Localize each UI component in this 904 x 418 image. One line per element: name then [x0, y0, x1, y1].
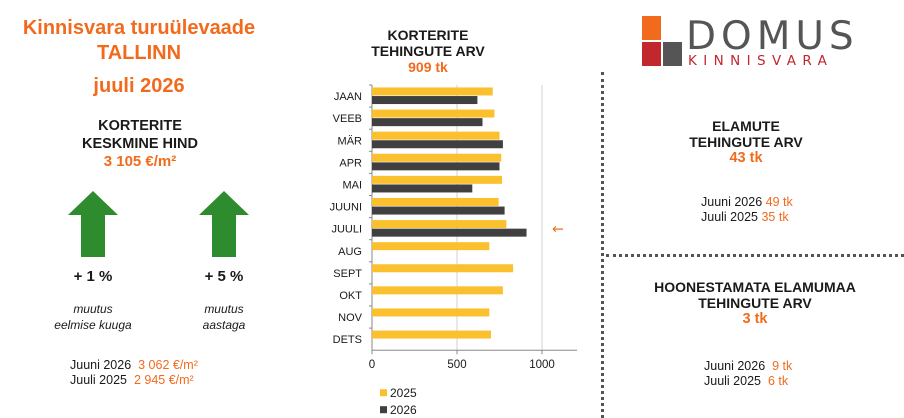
chart-category-label: OKT: [339, 290, 362, 302]
chart-category-label: JAAN: [334, 91, 362, 103]
land-history-value: 9 tk: [772, 359, 793, 373]
chart-bar-2025-veeb: [372, 109, 495, 118]
land-transactions-block: HOONESTAMATA ELAMUMAA TEHINGUTE ARV 3 tk: [620, 279, 890, 327]
chart-bar-2026-mai: [372, 184, 473, 193]
price-history-row: Juuni 2026 3 062 €/m²: [70, 358, 198, 373]
land-history-row: Juuli 2025 6 tk: [704, 374, 788, 389]
chart-bar-2026-juuni: [372, 206, 505, 215]
vertical-divider: [601, 72, 604, 418]
apartment-transactions-chart: JAAN VEEB MÄR APR MAI JUUNI JUULI ← AUG SEPT OKT NO…: [330, 84, 577, 417]
monthly-change-label-line1: muutus: [73, 302, 113, 316]
chart-bar-2025-aug: [372, 242, 490, 251]
chart-x-tick-label: 1000: [529, 359, 555, 371]
chart-bar-2026-juuli: [372, 228, 527, 237]
chart-category-label: APR: [339, 157, 362, 169]
chart-category-label: AUG: [338, 246, 362, 258]
report-title-city: TALLINN: [96, 42, 182, 64]
chart-bar-2026-jaan: [372, 96, 478, 105]
chart-title: KORTERITE TEHINGUTE ARV 909 tk: [358, 27, 498, 75]
price-history-label: Juuni 2026: [70, 358, 132, 372]
average-price-label-line1: KORTERITE: [98, 118, 182, 134]
chart-bar-2025-mai: [372, 175, 503, 184]
chart-category-label: VEEB: [333, 113, 362, 125]
chart-bar-2025-jaan: [372, 87, 493, 96]
chart-bar-2026-veeb: [372, 118, 483, 127]
monthly-change-value: + 1 %: [73, 268, 113, 285]
houses-history-row: Juuni 2026 49 tk: [701, 195, 793, 210]
price-history-label: Juuli 2025: [70, 373, 127, 387]
houses-title-line1: ELAMUTE: [712, 118, 780, 134]
report-title: Kinnisvara turuülevaade TALLINN juuli 20…: [0, 16, 278, 99]
chart-title-line2: TEHINGUTE ARV: [371, 43, 485, 59]
chart-title-line1: KORTERITE: [387, 27, 469, 43]
average-price-value: 3 105 €/m²: [103, 153, 177, 170]
chart-bar-2025-juuli: [372, 220, 507, 229]
land-total-value: 3 tk: [742, 311, 768, 327]
land-title-line1: HOONESTAMATA ELAMUMAA: [654, 279, 856, 295]
yearly-change-label-line2: aastaga: [202, 318, 246, 332]
houses-transactions-block: ELAMUTE TEHINGUTE ARV 43 tk: [646, 118, 846, 166]
domus-logo-icon: [642, 16, 682, 66]
chart-bar-2026-apr: [372, 162, 500, 171]
chart-x-tick-label: 500: [447, 359, 466, 371]
houses-history-label: Juuni 2026: [701, 195, 763, 209]
chart-category-label: MAI: [342, 179, 362, 191]
domus-logo-wordmark: DOMUS: [686, 14, 859, 59]
chart-bar-2025-dets: [372, 330, 491, 339]
chart-category-label: DETS: [333, 334, 362, 346]
price-history-row: Juuli 2025 2 945 €/m²: [70, 373, 194, 388]
chart-bar-2025-nov: [372, 308, 490, 317]
chart-bar-2025-apr: [372, 153, 502, 162]
houses-history-label: Juuli 2025: [701, 210, 758, 224]
houses-history-value: 35 tk: [761, 210, 789, 224]
land-history-value: 6 tk: [767, 374, 789, 388]
average-price-label-line2: KESKMINE HIND: [81, 136, 198, 152]
houses-history-row: Juuli 2025 35 tk: [701, 210, 789, 225]
chart-bar-2026-mär: [372, 140, 503, 149]
average-price-block: KORTERITE KESKMINE HIND 3 105 €/m²: [20, 117, 260, 171]
legend-label-2025: 2025: [390, 386, 417, 400]
land-history-row: Juuni 2026 9 tk: [704, 359, 792, 374]
chart-category-label: MÄR: [338, 135, 363, 147]
houses-total-value: 43 tk: [729, 150, 763, 166]
legend-swatch-2026: [380, 406, 387, 414]
houses-title-line2: TEHINGUTE ARV: [689, 134, 803, 150]
legend-label-2026: 2026: [390, 403, 417, 417]
land-history-label: Juuli 2025: [704, 374, 761, 388]
up-arrow-icon: [68, 191, 118, 257]
horizontal-divider: [606, 254, 904, 257]
price-history-value: 3 062 €/m²: [138, 358, 198, 372]
monthly-change-label: muutus eelmise kuuga: [23, 301, 163, 333]
chart-bar-2025-sept: [372, 264, 514, 273]
price-history-value: 2 945 €/m²: [133, 373, 194, 387]
land-history-label: Juuni 2026: [704, 359, 766, 373]
chart-category-label: SEPT: [333, 268, 362, 280]
up-arrow-icon: [199, 191, 249, 257]
yearly-change-value: + 5 %: [204, 268, 244, 285]
chart-category-label: JUULI: [331, 224, 362, 236]
domus-logo-subtitle: KINNISVARA: [688, 53, 834, 69]
highlight-arrow-icon: ←: [552, 222, 564, 238]
chart-category-label: JUUNI: [330, 202, 362, 214]
chart-bar-2025-juuni: [372, 197, 499, 206]
report-title-period: juuli 2026: [93, 75, 185, 97]
houses-history-value: 49 tk: [765, 195, 793, 209]
chart-total-value: 909 tk: [408, 59, 448, 75]
legend-swatch-2025: [380, 389, 387, 397]
yearly-change-label: muutus aastaga: [154, 301, 294, 333]
chart-x-tick-label: 0: [369, 359, 375, 371]
chart-bar-2025-okt: [372, 286, 503, 295]
land-title-line2: TEHINGUTE ARV: [698, 295, 812, 311]
chart-category-label: NOV: [338, 312, 363, 324]
report-title-line1: Kinnisvara turuülevaade: [22, 17, 256, 39]
chart-bar-2025-mär: [372, 131, 500, 140]
monthly-change-label-line2: eelmise kuuga: [54, 318, 132, 332]
yearly-change-label-line1: muutus: [204, 302, 244, 316]
